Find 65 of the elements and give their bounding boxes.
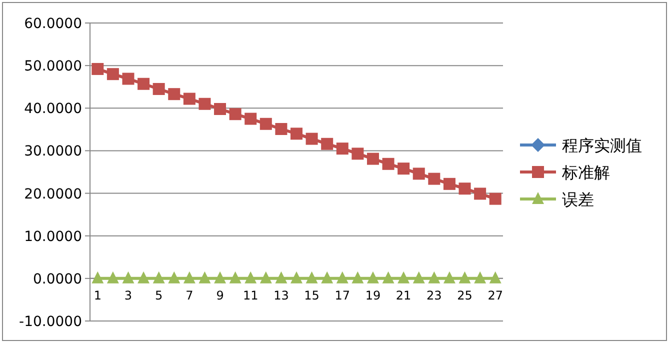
point bbox=[260, 118, 272, 130]
point bbox=[138, 78, 150, 90]
point bbox=[92, 62, 104, 75]
point bbox=[122, 72, 134, 85]
point bbox=[290, 128, 302, 140]
legend-label: 程序实测值 bbox=[562, 136, 642, 155]
point bbox=[398, 271, 410, 284]
point bbox=[474, 271, 486, 284]
point bbox=[398, 162, 410, 175]
point bbox=[106, 271, 119, 284]
y-tick-label: 10.0000 bbox=[24, 228, 82, 245]
y-tick-label: 20.0000 bbox=[24, 186, 82, 202]
point bbox=[275, 123, 288, 136]
y-tick-label: 0.0000 bbox=[33, 271, 82, 288]
point bbox=[229, 108, 242, 120]
point bbox=[306, 132, 318, 145]
point bbox=[336, 271, 348, 284]
point bbox=[352, 148, 364, 160]
point bbox=[428, 172, 440, 185]
point bbox=[489, 271, 502, 284]
point bbox=[152, 271, 165, 284]
point bbox=[168, 271, 180, 284]
point bbox=[92, 271, 104, 284]
point bbox=[443, 271, 456, 284]
point bbox=[290, 271, 302, 284]
point bbox=[214, 102, 226, 115]
point bbox=[138, 271, 150, 284]
legend-label: 标准解 bbox=[561, 163, 610, 182]
y-tick-label: 50.0000 bbox=[24, 58, 82, 75]
y-tick-label: 40.0000 bbox=[24, 101, 82, 118]
point bbox=[489, 192, 502, 205]
point bbox=[152, 82, 165, 95]
point bbox=[306, 271, 318, 284]
point bbox=[428, 271, 440, 284]
point bbox=[382, 271, 394, 284]
point bbox=[183, 92, 196, 105]
point bbox=[336, 142, 348, 155]
point bbox=[412, 271, 425, 284]
point bbox=[214, 271, 226, 284]
point bbox=[443, 178, 456, 190]
point bbox=[412, 168, 425, 180]
point bbox=[168, 88, 180, 100]
point bbox=[474, 188, 486, 200]
point bbox=[382, 158, 394, 170]
point bbox=[122, 271, 134, 284]
point bbox=[352, 271, 364, 284]
point bbox=[260, 271, 272, 284]
point bbox=[275, 271, 288, 284]
point bbox=[183, 271, 196, 284]
point bbox=[458, 182, 471, 195]
y-tick-label: 30.0000 bbox=[24, 144, 82, 160]
point bbox=[458, 271, 471, 284]
point bbox=[321, 271, 334, 284]
point bbox=[244, 112, 257, 125]
point bbox=[229, 271, 242, 284]
point bbox=[244, 271, 257, 284]
point bbox=[198, 271, 211, 284]
point bbox=[366, 271, 379, 284]
legend-label: 误差 bbox=[562, 190, 594, 209]
y-tick-label: 60.0000 bbox=[24, 16, 82, 32]
point bbox=[366, 152, 379, 165]
point bbox=[106, 68, 119, 80]
y-tick-label: -10.0000 bbox=[19, 314, 82, 330]
point bbox=[321, 138, 334, 150]
point bbox=[198, 98, 211, 110]
